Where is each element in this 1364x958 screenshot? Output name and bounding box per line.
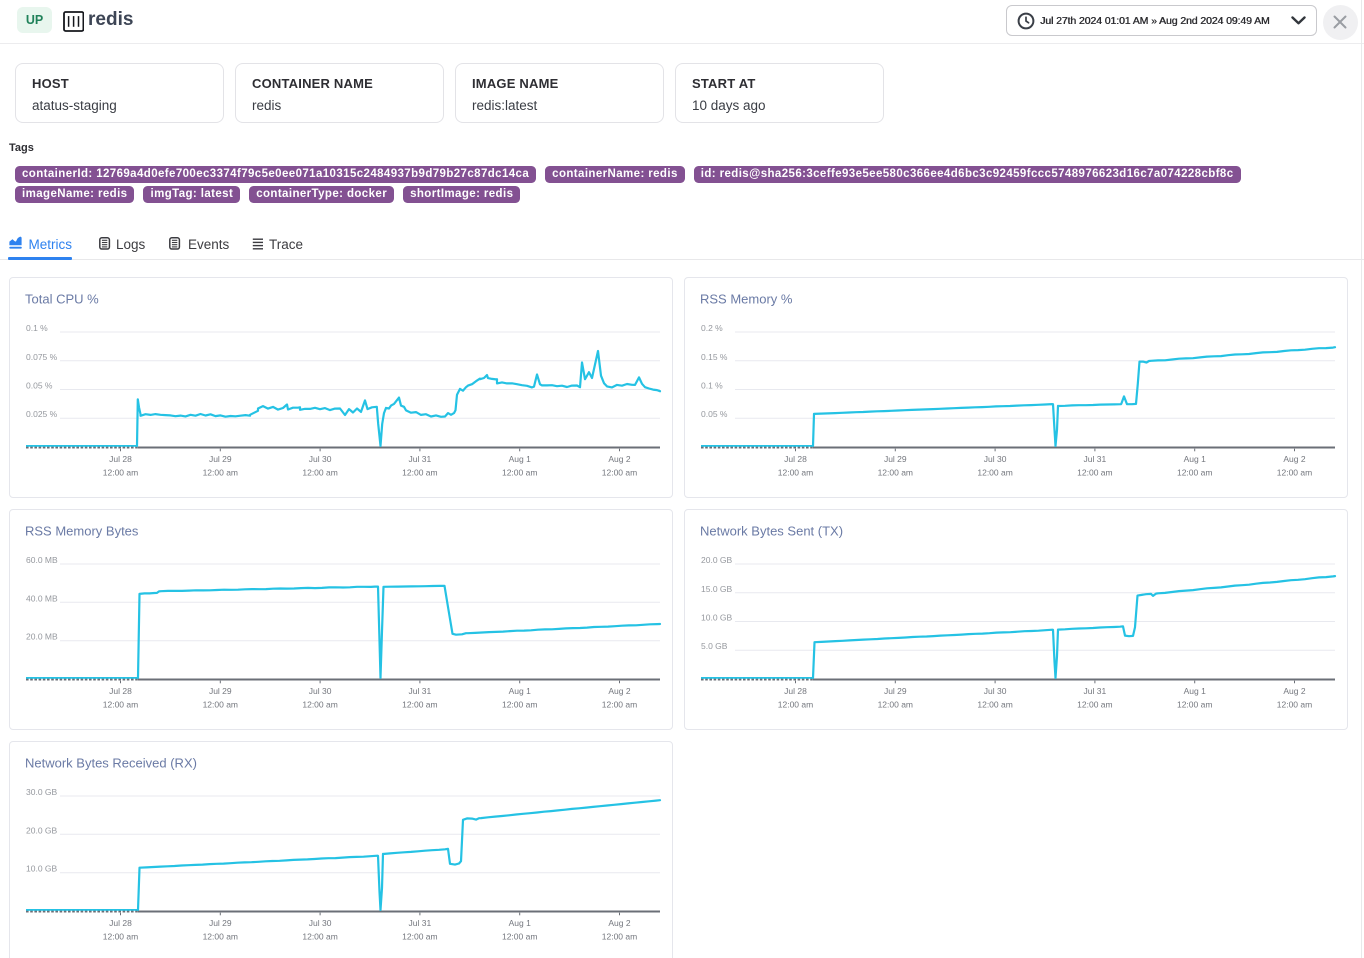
svg-text:12:00 am: 12:00 am: [977, 468, 1012, 478]
svg-text:12:00 am: 12:00 am: [203, 932, 238, 942]
svg-text:Jul 28: Jul 28: [109, 686, 132, 696]
svg-text:12:00 am: 12:00 am: [103, 468, 138, 478]
svg-text:Network Bytes Received (RX): Network Bytes Received (RX): [25, 756, 197, 771]
svg-text:12:00 am: 12:00 am: [977, 700, 1012, 710]
svg-text:Aug 2: Aug 2: [1283, 454, 1305, 464]
svg-text:Jul 29: Jul 29: [209, 454, 232, 464]
svg-text:Jul 29: Jul 29: [209, 686, 232, 696]
svg-text:12:00 am: 12:00 am: [602, 932, 637, 942]
svg-text:Total CPU %: Total CPU %: [25, 292, 99, 307]
svg-text:RSS Memory Bytes: RSS Memory Bytes: [25, 524, 139, 539]
svg-text:Jul 30: Jul 30: [984, 686, 1007, 696]
svg-text:Aug 2: Aug 2: [608, 454, 630, 464]
svg-text:Jul 31: Jul 31: [409, 454, 432, 464]
svg-text:12:00 am: 12:00 am: [878, 468, 913, 478]
svg-text:20.0 GB: 20.0 GB: [701, 555, 733, 565]
svg-text:Aug 1: Aug 1: [509, 918, 531, 928]
svg-text:Jul 28: Jul 28: [784, 454, 807, 464]
svg-text:Jul 29: Jul 29: [209, 918, 232, 928]
svg-text:Aug 1: Aug 1: [1184, 454, 1206, 464]
svg-text:0.05 %: 0.05 %: [701, 409, 728, 419]
svg-text:12:00 am: 12:00 am: [502, 468, 537, 478]
svg-text:12:00 am: 12:00 am: [302, 468, 337, 478]
svg-text:15.0 GB: 15.0 GB: [701, 584, 733, 594]
svg-text:12:00 am: 12:00 am: [778, 700, 813, 710]
svg-text:12:00 am: 12:00 am: [1177, 468, 1212, 478]
svg-text:Aug 2: Aug 2: [1283, 686, 1305, 696]
svg-text:12:00 am: 12:00 am: [1277, 468, 1312, 478]
svg-text:12:00 am: 12:00 am: [502, 932, 537, 942]
svg-text:Jul 28: Jul 28: [784, 686, 807, 696]
svg-text:12:00 am: 12:00 am: [103, 932, 138, 942]
svg-text:12:00 am: 12:00 am: [1177, 700, 1212, 710]
svg-text:12:00 am: 12:00 am: [203, 700, 238, 710]
svg-text:5.0 GB: 5.0 GB: [701, 641, 728, 651]
svg-text:Aug 2: Aug 2: [608, 918, 630, 928]
svg-text:12:00 am: 12:00 am: [302, 932, 337, 942]
svg-text:12:00 am: 12:00 am: [302, 700, 337, 710]
svg-text:30.0 GB: 30.0 GB: [26, 787, 58, 797]
svg-text:Aug 1: Aug 1: [509, 686, 531, 696]
svg-text:Aug 2: Aug 2: [608, 686, 630, 696]
svg-text:12:00 am: 12:00 am: [602, 700, 637, 710]
svg-text:12:00 am: 12:00 am: [502, 700, 537, 710]
svg-text:RSS Memory %: RSS Memory %: [700, 292, 793, 307]
svg-text:12:00 am: 12:00 am: [878, 700, 913, 710]
svg-text:0.2 %: 0.2 %: [701, 323, 723, 333]
svg-text:12:00 am: 12:00 am: [402, 700, 437, 710]
svg-text:Aug 1: Aug 1: [1184, 686, 1206, 696]
svg-text:10.0 GB: 10.0 GB: [26, 864, 58, 874]
svg-text:12:00 am: 12:00 am: [778, 468, 813, 478]
svg-text:Jul 29: Jul 29: [884, 454, 907, 464]
svg-text:12:00 am: 12:00 am: [402, 932, 437, 942]
svg-text:Network Bytes Sent (TX): Network Bytes Sent (TX): [700, 524, 843, 539]
svg-text:0.075 %: 0.075 %: [26, 352, 58, 362]
svg-text:Jul 30: Jul 30: [309, 686, 332, 696]
svg-text:12:00 am: 12:00 am: [1077, 468, 1112, 478]
svg-text:12:00 am: 12:00 am: [602, 468, 637, 478]
svg-text:Jul 31: Jul 31: [409, 686, 432, 696]
svg-text:Jul 30: Jul 30: [309, 918, 332, 928]
svg-text:12:00 am: 12:00 am: [402, 468, 437, 478]
svg-text:0.05 %: 0.05 %: [26, 381, 53, 391]
svg-text:0.1 %: 0.1 %: [26, 323, 48, 333]
svg-text:12:00 am: 12:00 am: [1077, 700, 1112, 710]
svg-text:Jul 28: Jul 28: [109, 454, 132, 464]
svg-text:Jul 30: Jul 30: [984, 454, 1007, 464]
svg-text:12:00 am: 12:00 am: [203, 468, 238, 478]
svg-text:20.0 MB: 20.0 MB: [26, 632, 58, 642]
svg-text:0.1 %: 0.1 %: [701, 381, 723, 391]
svg-text:20.0 GB: 20.0 GB: [26, 825, 58, 835]
svg-text:Jul 29: Jul 29: [884, 686, 907, 696]
svg-text:Jul 31: Jul 31: [1084, 454, 1107, 464]
svg-text:Jul 31: Jul 31: [409, 918, 432, 928]
svg-text:12:00 am: 12:00 am: [103, 700, 138, 710]
svg-text:60.0 MB: 60.0 MB: [26, 555, 58, 565]
svg-text:12:00 am: 12:00 am: [1277, 700, 1312, 710]
svg-text:0.025 %: 0.025 %: [26, 409, 58, 419]
svg-text:Aug 1: Aug 1: [509, 454, 531, 464]
svg-text:Jul 31: Jul 31: [1084, 686, 1107, 696]
svg-text:10.0 GB: 10.0 GB: [701, 613, 733, 623]
svg-text:Jul 28: Jul 28: [109, 918, 132, 928]
svg-text:0.15 %: 0.15 %: [701, 352, 728, 362]
svg-text:Jul 30: Jul 30: [309, 454, 332, 464]
svg-text:40.0 MB: 40.0 MB: [26, 593, 58, 603]
